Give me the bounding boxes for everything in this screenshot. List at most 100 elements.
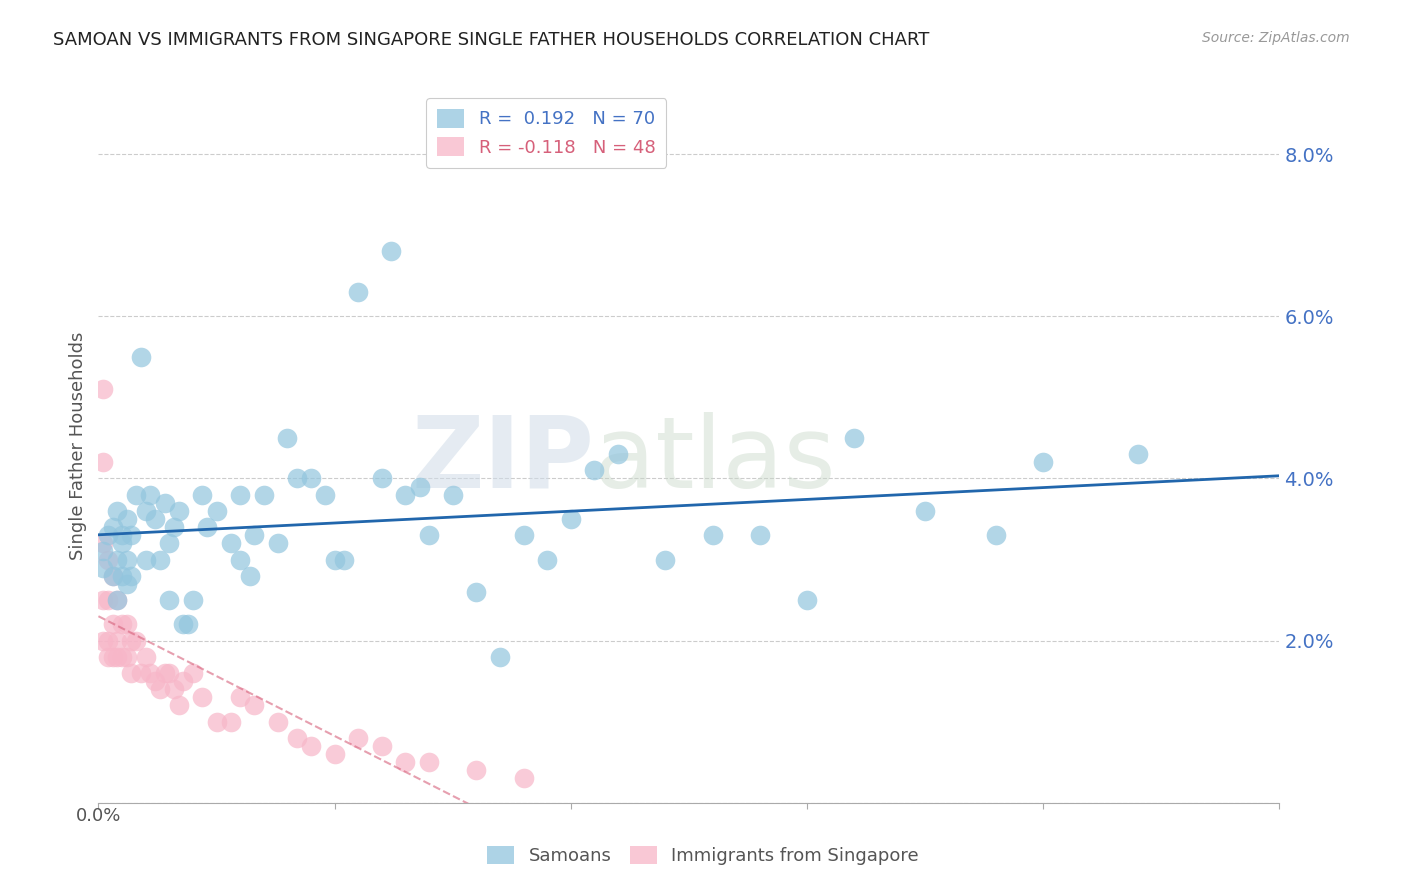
Point [465,585,488,599]
Point [105,633,128,648]
Point [91,593,114,607]
Point [111,617,134,632]
Point [135,552,157,566]
Point [347,285,370,299]
Point [380,244,402,259]
Point [153,496,176,510]
Point [276,431,298,445]
Point [149,682,172,697]
Point [157,593,180,607]
Point [371,471,394,485]
Point [1032,455,1054,469]
Point [111,536,134,550]
Point [607,447,630,461]
Point [129,350,152,364]
Point [143,512,166,526]
Point [299,471,322,485]
Point [371,739,394,753]
Point [914,504,936,518]
Point [181,593,204,607]
Point [101,617,124,632]
Point [91,544,114,558]
Legend: Samoans, Immigrants from Singapore: Samoans, Immigrants from Singapore [479,839,927,872]
Point [229,690,252,705]
Point [512,528,534,542]
Point [97,528,120,542]
Point [347,731,370,745]
Point [111,568,134,582]
Point [101,649,124,664]
Point [181,666,204,681]
Point [163,520,186,534]
Point [418,756,440,770]
Point [418,528,440,542]
Point [177,617,200,632]
Point [195,520,218,534]
Point [121,528,143,542]
Point [243,528,266,542]
Point [654,552,676,566]
Point [111,528,134,542]
Point [163,682,186,697]
Point [219,536,242,550]
Y-axis label: Single Father Households: Single Father Households [69,332,87,560]
Point [135,504,157,518]
Point [394,756,416,770]
Point [394,488,416,502]
Point [91,455,114,469]
Point [105,593,128,607]
Point [748,528,770,542]
Point [149,552,172,566]
Point [101,520,124,534]
Point [125,633,148,648]
Point [267,536,290,550]
Point [129,666,152,681]
Point [323,552,346,566]
Point [115,649,138,664]
Point [143,674,166,689]
Point [560,512,582,526]
Point [97,633,120,648]
Point [157,536,180,550]
Text: SAMOAN VS IMMIGRANTS FROM SINGAPORE SINGLE FATHER HOUSEHOLDS CORRELATION CHART: SAMOAN VS IMMIGRANTS FROM SINGAPORE SING… [53,31,929,49]
Point [115,552,138,566]
Point [205,714,228,729]
Point [135,649,157,664]
Point [314,488,336,502]
Point [121,666,143,681]
Point [512,772,534,786]
Text: 0.0%: 0.0% [76,807,121,825]
Point [91,382,114,396]
Point [219,714,242,729]
Point [167,698,190,713]
Point [139,666,162,681]
Point [1126,447,1149,461]
Point [205,504,228,518]
Point [167,504,190,518]
Point [239,568,262,582]
Point [844,431,866,445]
Point [105,593,128,607]
Point [101,568,124,582]
Point [796,593,818,607]
Text: ZIP: ZIP [412,412,595,508]
Point [125,488,148,502]
Point [536,552,558,566]
Point [408,479,430,493]
Point [115,512,138,526]
Point [489,649,512,664]
Point [105,552,128,566]
Point [465,764,488,778]
Point [105,504,128,518]
Point [121,633,143,648]
Point [243,698,266,713]
Text: Source: ZipAtlas.com: Source: ZipAtlas.com [1202,31,1350,45]
Point [101,568,124,582]
Point [153,666,176,681]
Point [111,649,134,664]
Point [91,633,114,648]
Point [115,577,138,591]
Point [583,463,606,477]
Point [97,593,120,607]
Point [253,488,276,502]
